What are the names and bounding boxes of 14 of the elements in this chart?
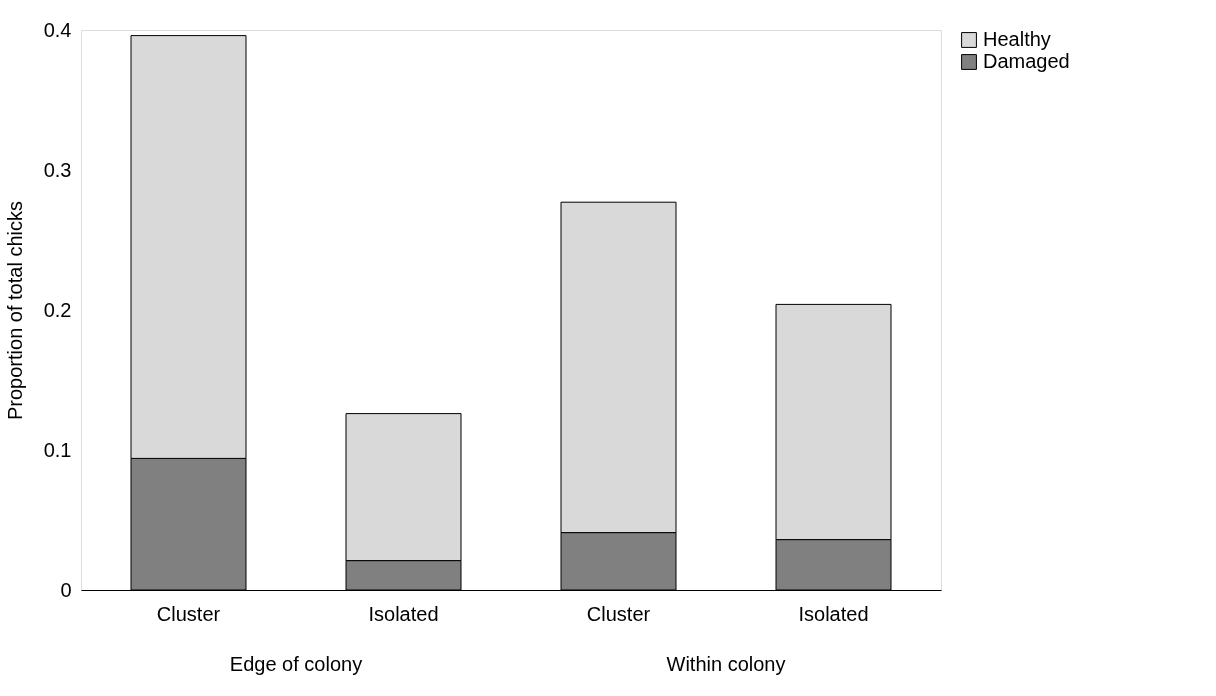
legend-label: Healthy bbox=[983, 28, 1051, 50]
x-tick-label: Cluster bbox=[156, 602, 221, 625]
x-tick-label: Isolated bbox=[368, 602, 439, 625]
text: Within colony bbox=[666, 653, 786, 675]
y-tick-label: 0.2 bbox=[43, 298, 72, 321]
y-tick-label: 0.4 bbox=[43, 18, 72, 41]
y-tick-label: 0.1 bbox=[43, 438, 72, 461]
y-axis-title: Proportion of total chicks bbox=[3, 201, 26, 420]
y-tick-label: 0.3 bbox=[43, 158, 72, 181]
y-tick-label: 0 bbox=[60, 578, 72, 601]
legend-label: Damaged bbox=[983, 50, 1070, 72]
text: Edge of colony bbox=[229, 653, 363, 675]
x-tick-label: Cluster bbox=[586, 602, 651, 625]
x-tick-label: Isolated bbox=[798, 602, 869, 625]
